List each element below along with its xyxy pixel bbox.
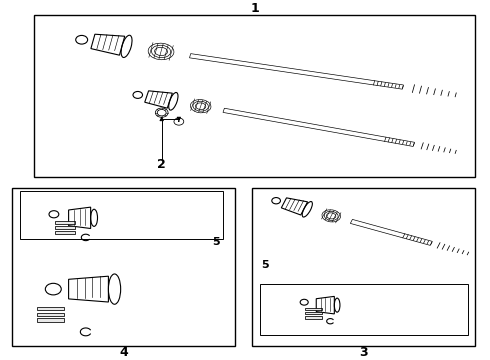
Bar: [252, 188, 475, 346]
Bar: [37, 307, 64, 310]
Polygon shape: [69, 276, 108, 302]
Polygon shape: [55, 226, 75, 229]
Polygon shape: [350, 219, 432, 246]
Polygon shape: [281, 198, 308, 215]
Text: 5: 5: [212, 237, 220, 247]
Bar: [37, 318, 64, 322]
Polygon shape: [145, 91, 172, 108]
Text: 3: 3: [359, 346, 368, 359]
Bar: [20, 191, 223, 239]
Polygon shape: [305, 316, 322, 319]
Bar: [12, 188, 235, 346]
Bar: [260, 284, 468, 336]
Polygon shape: [69, 207, 91, 229]
Polygon shape: [91, 34, 125, 55]
Polygon shape: [305, 312, 322, 315]
Text: 5: 5: [261, 260, 269, 270]
Bar: [34, 15, 475, 177]
Polygon shape: [55, 231, 75, 234]
Polygon shape: [190, 54, 403, 89]
Polygon shape: [316, 296, 334, 314]
Polygon shape: [55, 221, 75, 224]
Text: 4: 4: [119, 346, 128, 359]
Polygon shape: [223, 108, 415, 147]
Bar: [37, 312, 64, 316]
Polygon shape: [305, 308, 322, 310]
Text: 2: 2: [157, 158, 166, 171]
Text: 1: 1: [250, 2, 259, 15]
